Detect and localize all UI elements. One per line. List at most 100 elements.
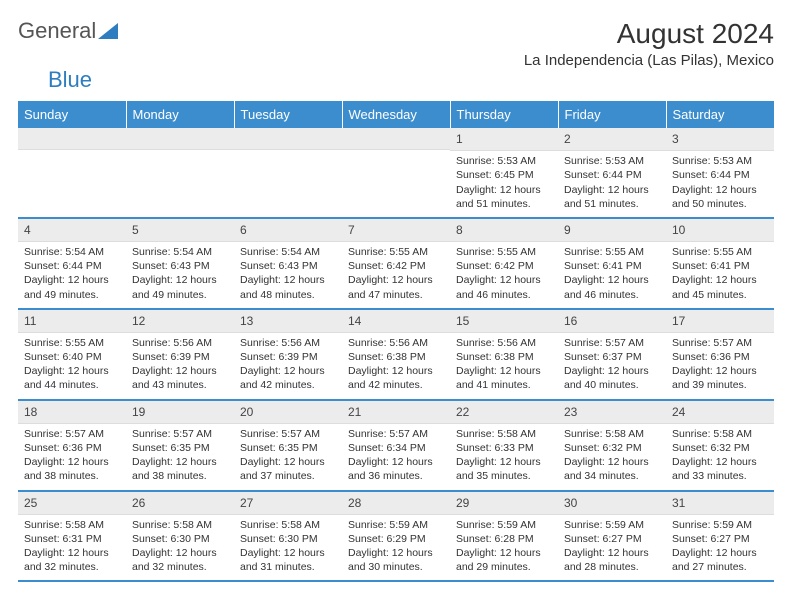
sunset-text: Sunset: 6:43 PM xyxy=(132,259,228,273)
calendar-cell: 11Sunrise: 5:55 AMSunset: 6:40 PMDayligh… xyxy=(18,309,126,400)
day-number: 21 xyxy=(342,401,450,424)
day-body: Sunrise: 5:54 AMSunset: 6:44 PMDaylight:… xyxy=(18,242,126,308)
day-number: 10 xyxy=(666,219,774,242)
calendar-cell: 6Sunrise: 5:54 AMSunset: 6:43 PMDaylight… xyxy=(234,218,342,309)
sunrise-text: Sunrise: 5:56 AM xyxy=(132,336,228,350)
day-number: 13 xyxy=(234,310,342,333)
sunset-text: Sunset: 6:38 PM xyxy=(456,350,552,364)
sunrise-text: Sunrise: 5:55 AM xyxy=(348,245,444,259)
sunset-text: Sunset: 6:31 PM xyxy=(24,532,120,546)
daylight-text: Daylight: 12 hours and 38 minutes. xyxy=(132,455,228,483)
daylight-text: Daylight: 12 hours and 34 minutes. xyxy=(564,455,660,483)
calendar-cell: 7Sunrise: 5:55 AMSunset: 6:42 PMDaylight… xyxy=(342,218,450,309)
calendar-cell: 30Sunrise: 5:59 AMSunset: 6:27 PMDayligh… xyxy=(558,491,666,582)
day-number: 9 xyxy=(558,219,666,242)
sunset-text: Sunset: 6:41 PM xyxy=(564,259,660,273)
day-number: 27 xyxy=(234,492,342,515)
daylight-text: Daylight: 12 hours and 44 minutes. xyxy=(24,364,120,392)
calendar-cell: 14Sunrise: 5:56 AMSunset: 6:38 PMDayligh… xyxy=(342,309,450,400)
empty-daybody xyxy=(18,150,126,212)
sunrise-text: Sunrise: 5:54 AM xyxy=(24,245,120,259)
daylight-text: Daylight: 12 hours and 32 minutes. xyxy=(132,546,228,574)
sunset-text: Sunset: 6:44 PM xyxy=(564,168,660,182)
day-body: Sunrise: 5:58 AMSunset: 6:30 PMDaylight:… xyxy=(234,515,342,581)
day-number: 17 xyxy=(666,310,774,333)
calendar-cell: 22Sunrise: 5:58 AMSunset: 6:33 PMDayligh… xyxy=(450,400,558,491)
daylight-text: Daylight: 12 hours and 35 minutes. xyxy=(456,455,552,483)
day-number: 4 xyxy=(18,219,126,242)
daylight-text: Daylight: 12 hours and 42 minutes. xyxy=(240,364,336,392)
day-body: Sunrise: 5:55 AMSunset: 6:40 PMDaylight:… xyxy=(18,333,126,399)
calendar-cell: 26Sunrise: 5:58 AMSunset: 6:30 PMDayligh… xyxy=(126,491,234,582)
day-number: 30 xyxy=(558,492,666,515)
daylight-text: Daylight: 12 hours and 29 minutes. xyxy=(456,546,552,574)
sunrise-text: Sunrise: 5:56 AM xyxy=(348,336,444,350)
day-number: 12 xyxy=(126,310,234,333)
day-body: Sunrise: 5:59 AMSunset: 6:29 PMDaylight:… xyxy=(342,515,450,581)
daylight-text: Daylight: 12 hours and 30 minutes. xyxy=(348,546,444,574)
daylight-text: Daylight: 12 hours and 28 minutes. xyxy=(564,546,660,574)
calendar-cell xyxy=(18,128,126,218)
col-header-friday: Friday xyxy=(558,101,666,128)
day-number: 28 xyxy=(342,492,450,515)
sunset-text: Sunset: 6:35 PM xyxy=(240,441,336,455)
sunset-text: Sunset: 6:42 PM xyxy=(456,259,552,273)
day-body: Sunrise: 5:56 AMSunset: 6:39 PMDaylight:… xyxy=(234,333,342,399)
day-body: Sunrise: 5:58 AMSunset: 6:30 PMDaylight:… xyxy=(126,515,234,581)
day-body: Sunrise: 5:53 AMSunset: 6:44 PMDaylight:… xyxy=(558,151,666,217)
day-body: Sunrise: 5:59 AMSunset: 6:27 PMDaylight:… xyxy=(558,515,666,581)
day-number: 26 xyxy=(126,492,234,515)
sunrise-text: Sunrise: 5:57 AM xyxy=(240,427,336,441)
empty-daybody xyxy=(342,150,450,212)
logo-part1: General xyxy=(18,18,96,44)
sunrise-text: Sunrise: 5:57 AM xyxy=(132,427,228,441)
day-number: 24 xyxy=(666,401,774,424)
daylight-text: Daylight: 12 hours and 27 minutes. xyxy=(672,546,768,574)
sunrise-text: Sunrise: 5:57 AM xyxy=(672,336,768,350)
empty-daynum xyxy=(234,128,342,150)
sunrise-text: Sunrise: 5:59 AM xyxy=(456,518,552,532)
day-body: Sunrise: 5:56 AMSunset: 6:38 PMDaylight:… xyxy=(342,333,450,399)
calendar-cell: 19Sunrise: 5:57 AMSunset: 6:35 PMDayligh… xyxy=(126,400,234,491)
day-body: Sunrise: 5:57 AMSunset: 6:34 PMDaylight:… xyxy=(342,424,450,490)
day-number: 2 xyxy=(558,128,666,151)
sunrise-text: Sunrise: 5:59 AM xyxy=(672,518,768,532)
sunset-text: Sunset: 6:30 PM xyxy=(132,532,228,546)
calendar-row: 25Sunrise: 5:58 AMSunset: 6:31 PMDayligh… xyxy=(18,491,774,582)
daylight-text: Daylight: 12 hours and 46 minutes. xyxy=(456,273,552,301)
calendar-cell xyxy=(234,128,342,218)
sunrise-text: Sunrise: 5:59 AM xyxy=(564,518,660,532)
sunset-text: Sunset: 6:38 PM xyxy=(348,350,444,364)
calendar-head: SundayMondayTuesdayWednesdayThursdayFrid… xyxy=(18,101,774,128)
day-number: 7 xyxy=(342,219,450,242)
empty-daynum xyxy=(342,128,450,150)
sunrise-text: Sunrise: 5:55 AM xyxy=(672,245,768,259)
day-body: Sunrise: 5:58 AMSunset: 6:32 PMDaylight:… xyxy=(666,424,774,490)
sunset-text: Sunset: 6:39 PM xyxy=(132,350,228,364)
day-body: Sunrise: 5:59 AMSunset: 6:28 PMDaylight:… xyxy=(450,515,558,581)
calendar-cell: 29Sunrise: 5:59 AMSunset: 6:28 PMDayligh… xyxy=(450,491,558,582)
sunset-text: Sunset: 6:40 PM xyxy=(24,350,120,364)
col-header-sunday: Sunday xyxy=(18,101,126,128)
calendar-row: 11Sunrise: 5:55 AMSunset: 6:40 PMDayligh… xyxy=(18,309,774,400)
col-header-monday: Monday xyxy=(126,101,234,128)
day-number: 25 xyxy=(18,492,126,515)
calendar-cell: 1Sunrise: 5:53 AMSunset: 6:45 PMDaylight… xyxy=(450,128,558,218)
day-body: Sunrise: 5:56 AMSunset: 6:38 PMDaylight:… xyxy=(450,333,558,399)
calendar-cell: 25Sunrise: 5:58 AMSunset: 6:31 PMDayligh… xyxy=(18,491,126,582)
daylight-text: Daylight: 12 hours and 39 minutes. xyxy=(672,364,768,392)
calendar-cell: 20Sunrise: 5:57 AMSunset: 6:35 PMDayligh… xyxy=(234,400,342,491)
daylight-text: Daylight: 12 hours and 45 minutes. xyxy=(672,273,768,301)
sunrise-text: Sunrise: 5:56 AM xyxy=(456,336,552,350)
sunset-text: Sunset: 6:44 PM xyxy=(24,259,120,273)
sunset-text: Sunset: 6:37 PM xyxy=(564,350,660,364)
daylight-text: Daylight: 12 hours and 49 minutes. xyxy=(132,273,228,301)
calendar-cell: 12Sunrise: 5:56 AMSunset: 6:39 PMDayligh… xyxy=(126,309,234,400)
daylight-text: Daylight: 12 hours and 33 minutes. xyxy=(672,455,768,483)
sunrise-text: Sunrise: 5:53 AM xyxy=(564,154,660,168)
sunset-text: Sunset: 6:36 PM xyxy=(672,350,768,364)
daylight-text: Daylight: 12 hours and 47 minutes. xyxy=(348,273,444,301)
sunset-text: Sunset: 6:32 PM xyxy=(564,441,660,455)
daylight-text: Daylight: 12 hours and 42 minutes. xyxy=(348,364,444,392)
daylight-text: Daylight: 12 hours and 51 minutes. xyxy=(456,183,552,211)
